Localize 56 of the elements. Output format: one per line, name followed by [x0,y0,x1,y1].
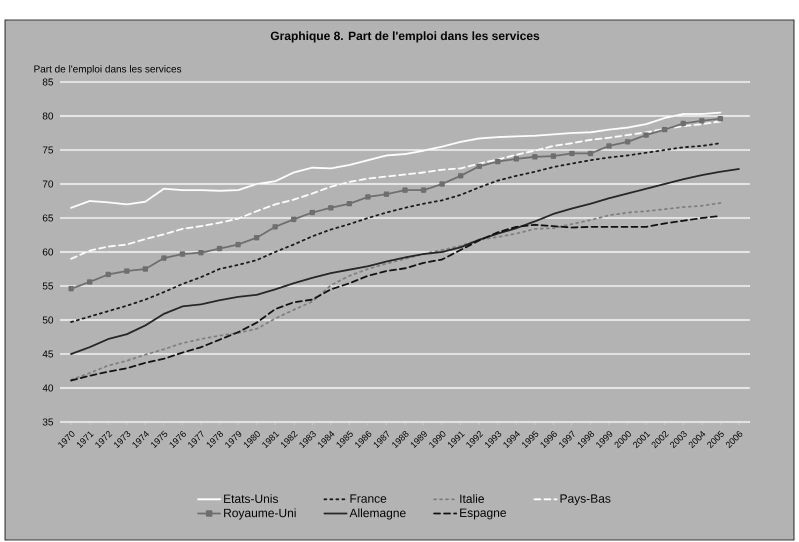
y-tick-label: 55 [42,282,54,290]
y-tick-label: 75 [42,146,54,154]
point [124,268,130,274]
point [68,286,74,292]
point [588,150,594,156]
point [310,210,315,216]
legend-label: Italie [460,494,484,504]
point [86,279,92,285]
point [106,272,111,278]
point [458,173,464,179]
y-tick-label: 35 [42,418,54,426]
point [402,187,408,193]
legend-label: France [350,494,386,503]
y-tick-label: 60 [42,248,54,256]
point [291,216,296,222]
point [439,181,445,187]
y-tick-label: 80 [42,112,54,120]
legend-label: Etats-Unis [224,494,278,504]
point [495,158,500,164]
y-tick-label: 45 [42,350,54,358]
point [142,266,148,272]
y-tick-label: 85 [42,78,54,86]
point [161,255,167,261]
point [272,224,278,230]
point [643,132,649,138]
point [569,150,575,156]
point [346,201,352,206]
point [680,120,686,126]
point [384,192,390,197]
point [254,235,260,240]
y-tick-label: 70 [42,180,54,188]
legend-label: Espagne [460,508,506,520]
point [365,194,371,200]
point [514,156,519,162]
point [180,251,186,257]
chart-title: Graphique 8. Part de l'emploi dans les services [270,31,540,42]
y-axis-title: Part de l'emploi dans les services [34,65,182,74]
point [550,153,556,159]
legend-label: Pays-Bas [560,494,610,506]
y-tick-label: 50 [42,316,54,324]
point [216,246,222,252]
point [476,164,482,170]
point [606,143,612,149]
legend-label: Allemagne [349,508,406,520]
point [328,205,334,210]
legend-label: Royaume-Uni [224,508,296,520]
point [718,116,724,122]
point [532,154,538,160]
point [235,242,241,248]
point [624,139,630,145]
point [198,250,204,256]
y-tick-label: 40 [42,384,54,392]
point [662,126,668,132]
point [420,187,426,193]
y-tick-label: 65 [42,214,54,222]
point [699,118,704,124]
